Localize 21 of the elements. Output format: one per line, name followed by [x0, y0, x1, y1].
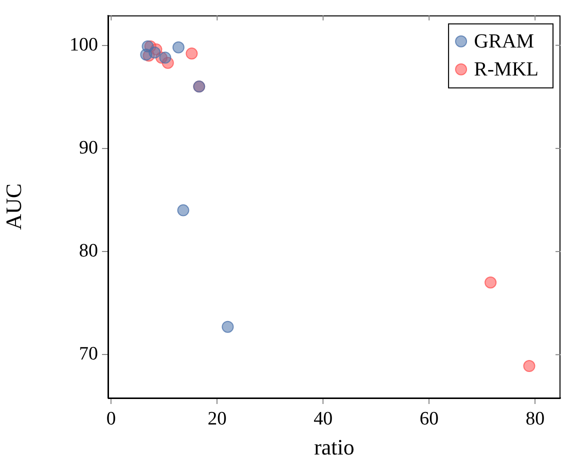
point: [484, 276, 497, 288]
legend-label: GRAM: [474, 30, 534, 53]
point: [159, 52, 172, 64]
y-tick-label: 100: [70, 34, 98, 56]
point: [186, 48, 198, 60]
point: [172, 41, 184, 54]
point: [222, 320, 234, 333]
y-tick-label: 70: [79, 344, 98, 365]
x-axis-title: ratio: [314, 434, 354, 460]
point: [177, 204, 190, 216]
point: [523, 360, 536, 372]
x-tick-label: 80: [526, 408, 545, 430]
point: [148, 46, 161, 59]
x-tick-label: 20: [208, 408, 227, 430]
y-tick-label: 80: [79, 240, 98, 262]
y-tick-label: 90: [79, 137, 98, 158]
x-tick-label: 0: [106, 408, 116, 430]
x-tick-label: 60: [420, 408, 439, 430]
legend-label: R-MKL: [474, 58, 539, 81]
x-tick-label: 40: [314, 408, 333, 430]
y-axis-title: AUC: [0, 183, 26, 230]
